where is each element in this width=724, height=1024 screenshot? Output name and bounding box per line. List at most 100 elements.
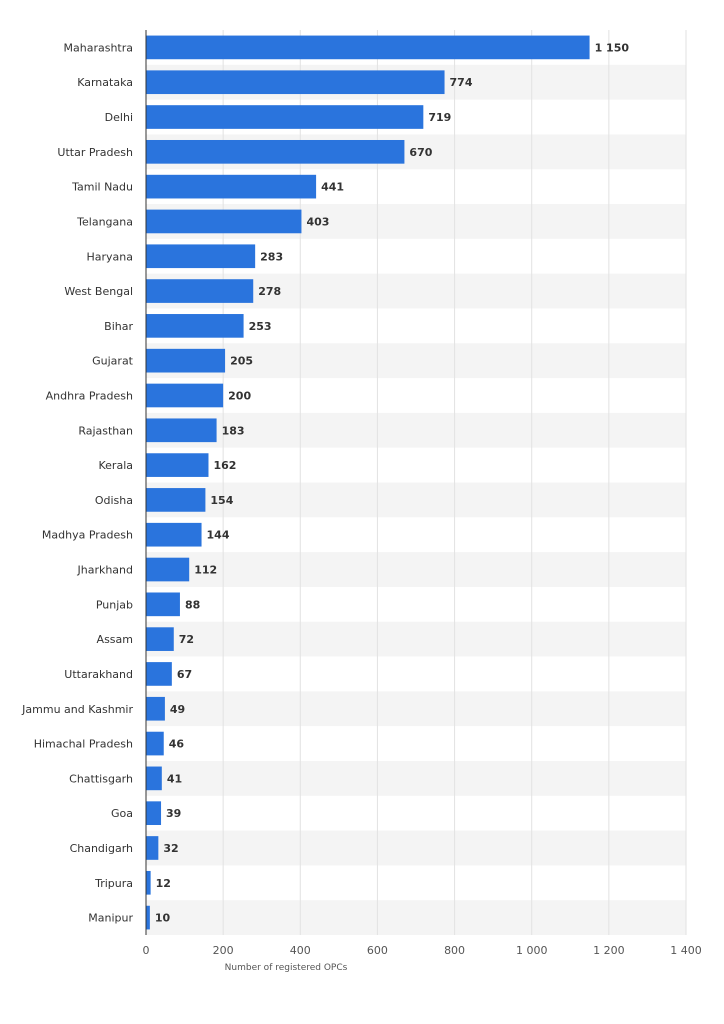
bar [146, 279, 254, 303]
bar [146, 662, 172, 686]
bar [146, 488, 206, 512]
bar [146, 627, 174, 651]
bar [146, 696, 165, 721]
row-band [146, 343, 686, 379]
bar [146, 801, 162, 826]
x-tick-label: 1 000 [516, 944, 548, 957]
bar [146, 905, 150, 930]
value-label: 39 [166, 807, 181, 820]
bar [146, 522, 202, 547]
bar [146, 766, 162, 791]
x-tick-label: 1 200 [593, 944, 625, 957]
value-label: 253 [249, 320, 272, 333]
value-label: 10 [155, 912, 171, 925]
bar [146, 209, 302, 234]
value-label: 112 [194, 564, 217, 577]
bar [146, 35, 590, 60]
bars [146, 35, 590, 930]
x-tick-label: 1 400 [670, 944, 702, 957]
x-tick-label: 0 [143, 944, 150, 957]
row-band [146, 621, 686, 657]
category-label: Goa [111, 807, 133, 820]
category-label: Telangana [76, 215, 133, 228]
value-label: 1 150 [595, 41, 630, 54]
category-label: Kerala [99, 459, 134, 472]
value-label: 200 [228, 389, 251, 402]
category-label: Punjab [96, 598, 133, 611]
value-label: 283 [260, 250, 283, 263]
bar [146, 105, 424, 129]
category-label: Himachal Pradesh [34, 738, 133, 751]
value-label: 41 [167, 772, 182, 785]
bar [146, 836, 159, 860]
x-tick-label: 200 [213, 944, 234, 957]
value-label: 162 [213, 459, 236, 472]
value-label: 144 [207, 529, 230, 542]
bar [146, 348, 226, 373]
value-label: 278 [258, 285, 281, 298]
bar [146, 383, 224, 408]
row-band [146, 760, 686, 796]
row-band [146, 552, 686, 587]
value-label: 154 [210, 494, 233, 507]
bar [146, 557, 190, 582]
value-label: 183 [222, 424, 245, 437]
category-label: Odisha [95, 494, 133, 507]
value-label: 72 [179, 633, 194, 646]
row-band [146, 830, 686, 866]
category-label: Uttarakhand [64, 668, 133, 681]
x-tick-labels: 0 200 400 600 800 1 000 1 200 1 400 [143, 944, 702, 957]
x-tick-label: 600 [367, 944, 388, 957]
bar [146, 174, 317, 199]
category-label: Assam [97, 633, 133, 646]
value-label: 12 [156, 877, 171, 890]
value-label: 46 [169, 738, 185, 751]
category-label: Maharashtra [64, 41, 134, 54]
value-label: 67 [177, 668, 192, 681]
bar [146, 453, 209, 477]
bar [146, 139, 405, 164]
x-tick-label: 400 [290, 944, 311, 957]
bar [146, 592, 180, 617]
value-label: 403 [306, 215, 329, 228]
x-tick-label: 800 [444, 944, 465, 957]
category-label: Haryana [87, 250, 134, 263]
category-label: West Bengal [64, 285, 133, 298]
bar [146, 731, 164, 756]
category-label: Bihar [104, 320, 133, 333]
value-label: 205 [230, 355, 253, 368]
category-label: Jammu and Kashmir [21, 703, 133, 716]
category-label: Chattisgarh [69, 772, 133, 785]
bar [146, 70, 445, 95]
category-label: Tamil Nadu [71, 181, 133, 194]
row-band [146, 412, 686, 448]
bar [146, 870, 151, 895]
row-band [146, 900, 686, 935]
bar [146, 418, 217, 443]
value-label: 441 [321, 181, 344, 194]
value-label: 774 [450, 76, 473, 89]
category-label: Chandigarh [70, 842, 133, 855]
category-label: Manipur [88, 912, 133, 925]
category-label: Karnataka [77, 76, 133, 89]
row-band [146, 482, 686, 518]
value-label: 670 [409, 146, 432, 159]
value-label: 32 [163, 842, 178, 855]
category-label: Jharkhand [76, 564, 133, 577]
category-label: Tripura [94, 877, 133, 890]
category-label: Uttar Pradesh [57, 146, 133, 159]
row-bands [146, 64, 686, 935]
value-label: 49 [170, 703, 185, 716]
row-band [146, 691, 686, 727]
value-label: 88 [185, 598, 200, 611]
value-labels: 1 150 774 719 670 441 403 283 278 253 205 200 183 16… [155, 41, 630, 924]
category-labels: Maharashtra Karnataka Delhi Uttar Pradesh Ta… [21, 41, 134, 924]
category-label: Gujarat [92, 355, 134, 368]
bar [146, 244, 256, 269]
category-label: Delhi [105, 111, 133, 124]
x-axis-title: Number of registered OPCs [225, 963, 348, 973]
bar [146, 314, 244, 338]
category-label: Andhra Pradesh [46, 389, 133, 402]
category-label: Madhya Pradesh [42, 529, 133, 542]
